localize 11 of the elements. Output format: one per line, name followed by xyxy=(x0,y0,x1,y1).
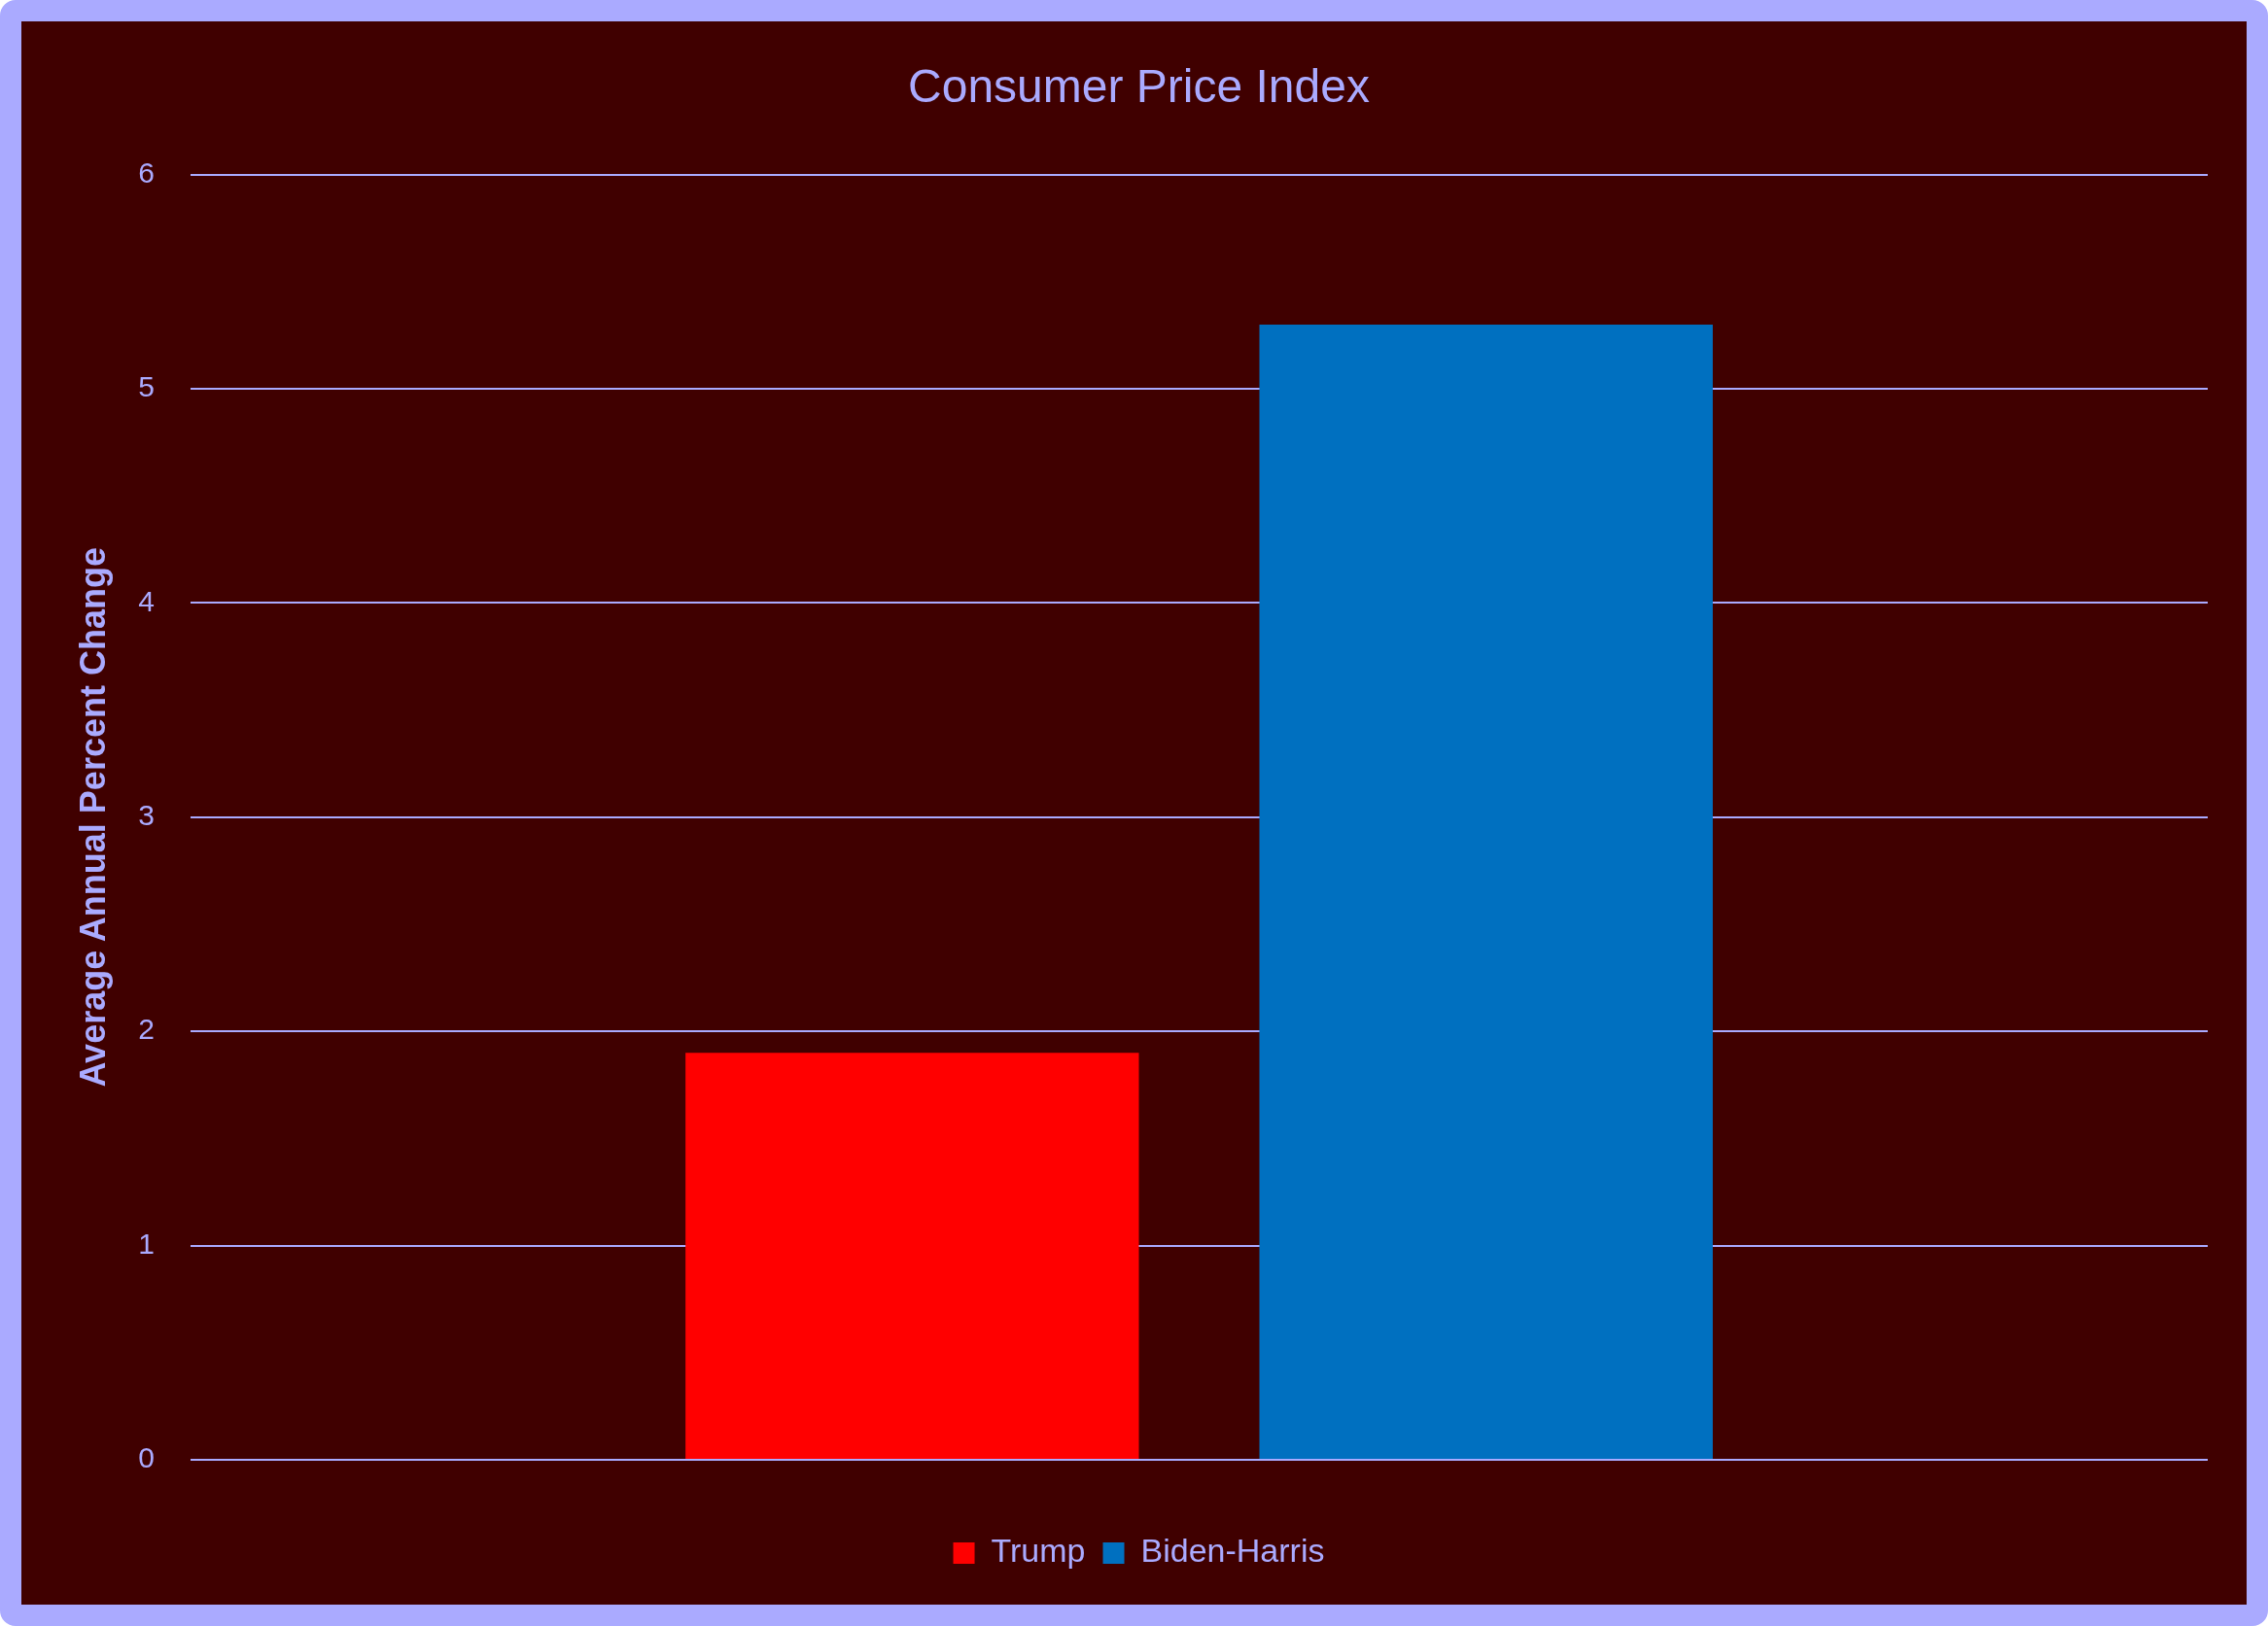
y-tick-label: 1 xyxy=(138,1227,155,1260)
y-tick-label: 5 xyxy=(138,370,155,403)
chart-title: Consumer Price Index xyxy=(908,60,1370,113)
y-tick-label: 0 xyxy=(138,1441,155,1474)
legend-label: Trump xyxy=(991,1532,1086,1570)
y-axis-title: Average Annual Percent Change xyxy=(72,547,113,1088)
y-tick-label: 4 xyxy=(138,584,155,617)
y-tick-label: 2 xyxy=(138,1013,155,1046)
y-tick-label: 3 xyxy=(138,799,155,832)
y-tick-label: 6 xyxy=(138,156,155,189)
legend-label: Biden-Harris xyxy=(1140,1532,1325,1570)
